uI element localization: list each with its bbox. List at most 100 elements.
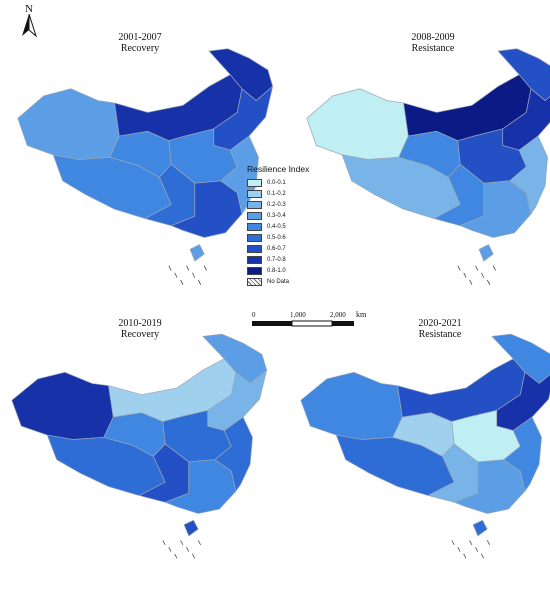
legend-item: 0.3-0.4 — [247, 210, 337, 221]
region-xinjiang — [306, 88, 409, 160]
north-arrow-icon: N — [22, 3, 38, 38]
panel-phase: Recovery — [120, 43, 160, 54]
legend-label: 0.6-0.7 — [267, 245, 286, 252]
china-map-4 — [300, 333, 550, 559]
china-map-1 — [17, 48, 274, 285]
map-panel-3: 2010-2019 Recovery — [0, 297, 275, 594]
island-mark — [463, 272, 467, 278]
legend-swatch — [247, 222, 262, 231]
legend-label: 0.7-0.8 — [267, 256, 286, 263]
island-mark — [186, 546, 190, 552]
region-xinjiang — [11, 371, 114, 440]
legend-swatch — [247, 244, 262, 253]
island-mark — [168, 546, 172, 552]
region-hainan — [189, 244, 205, 262]
legend-item: 0.4-0.5 — [247, 221, 337, 232]
legend-item: 0.0-0.1 — [247, 177, 337, 188]
scale-bar: 0 1,000 2,000 km — [252, 310, 367, 327]
region-heilongjiang — [491, 333, 550, 384]
map-panel-1: 2001-2007 Recovery — [0, 0, 275, 297]
legend-swatch — [247, 178, 262, 187]
legend-swatch — [247, 266, 262, 275]
panel-title-4: 2020-2021 Resistance — [400, 318, 480, 340]
island-mark — [162, 540, 166, 546]
island-mark — [168, 265, 172, 271]
island-mark — [174, 553, 178, 559]
island-mark — [451, 540, 455, 546]
panel-title-2: 2008-2009 Resistance — [393, 32, 473, 54]
island-mark — [186, 265, 190, 271]
legend-item: 0.8-1.0 — [247, 265, 337, 276]
legend-label: 0.0-0.1 — [267, 179, 286, 186]
panel-phase: Resistance — [418, 329, 462, 340]
island-mark — [469, 540, 473, 546]
region-east — [509, 135, 548, 215]
legend-label: 0.5-0.6 — [267, 234, 286, 241]
island-mark — [180, 279, 184, 285]
island-mark — [481, 553, 485, 559]
panel-period: 2001-2007 — [118, 32, 162, 43]
island-mark — [192, 553, 196, 559]
region-hainan — [478, 244, 494, 262]
legend-swatch-nodata — [247, 277, 262, 286]
legend-label: 0.2-0.3 — [267, 201, 286, 208]
legend-swatch — [247, 189, 262, 198]
island-mark — [475, 265, 479, 271]
legend: Resilience Index 0.0-0.1 0.1-0.2 0.2-0.3 0.… — [247, 164, 337, 287]
island-mark — [197, 540, 201, 546]
island-mark — [203, 265, 207, 271]
panel-title-1: 2001-2007 Recovery — [100, 32, 180, 54]
legend-label: 0.4-0.5 — [267, 223, 286, 230]
legend-item: 0.7-0.8 — [247, 254, 337, 265]
legend-item: 0.2-0.3 — [247, 199, 337, 210]
panel-phase: Resistance — [411, 43, 455, 54]
region-heilongjiang — [497, 48, 550, 102]
panel-period: 2008-2009 — [411, 32, 455, 43]
island-mark — [475, 546, 479, 552]
region-east — [214, 416, 253, 492]
china-map-3 — [11, 333, 268, 559]
island-mark — [457, 265, 461, 271]
scale-label-1000: 1,000 — [290, 311, 306, 319]
legend-label: 0.3-0.4 — [267, 212, 286, 219]
legend-label: 0.1-0.2 — [267, 190, 286, 197]
island-mark — [180, 540, 184, 546]
map-panel-4: 2020-2021 Resistance — [275, 297, 550, 594]
island-mark — [486, 540, 490, 546]
panel-phase: Recovery — [120, 329, 160, 340]
legend-swatch — [247, 255, 262, 264]
legend-item: 0.1-0.2 — [247, 188, 337, 199]
legend-item: 0.6-0.7 — [247, 243, 337, 254]
region-xinjiang — [300, 371, 403, 440]
panel-period: 2010-2019 — [118, 318, 162, 329]
north-label: N — [25, 3, 33, 15]
region-east — [503, 416, 542, 492]
island-mark — [492, 265, 496, 271]
panel-title-3: 2010-2019 Recovery — [100, 318, 180, 340]
island-mark — [487, 279, 491, 285]
scale-unit: km — [356, 310, 367, 319]
island-mark — [198, 279, 202, 285]
legend-label: 0.8-1.0 — [267, 267, 286, 274]
region-hainan — [472, 519, 488, 537]
legend-swatch — [247, 233, 262, 242]
legend-label-nodata: No Data — [267, 278, 290, 285]
legend-swatch — [247, 211, 262, 220]
panel-period: 2020-2021 — [418, 318, 462, 329]
legend-item-nodata: No Data — [247, 276, 337, 287]
island-mark — [457, 546, 461, 552]
region-xinjiang — [17, 88, 120, 160]
scale-label-2000: 2,000 — [330, 311, 346, 319]
island-mark — [481, 272, 485, 278]
scale-label-0: 0 — [252, 311, 256, 319]
island-mark — [463, 553, 467, 559]
map-panel-2: 2008-2009 Resistance — [275, 0, 550, 297]
island-mark — [174, 272, 178, 278]
legend-swatch — [247, 200, 262, 209]
legend-title: Resilience Index — [247, 164, 310, 174]
region-hainan — [183, 519, 199, 537]
china-map-2 — [306, 48, 550, 285]
legend-item: 0.5-0.6 — [247, 232, 337, 243]
island-mark — [192, 272, 196, 278]
island-mark — [469, 279, 473, 285]
